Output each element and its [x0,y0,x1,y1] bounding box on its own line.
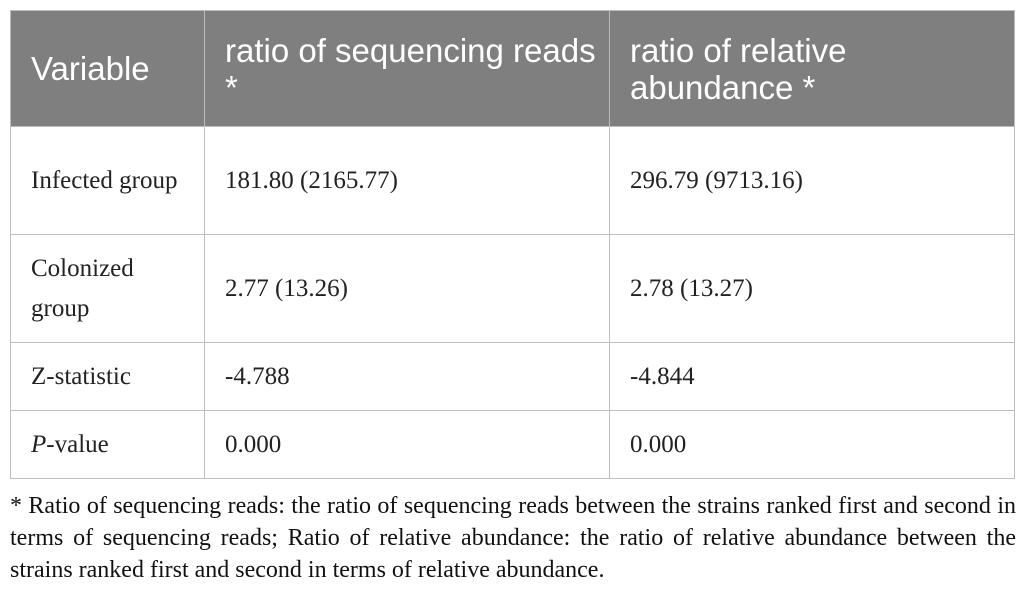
cell-relative-abundance: 2.78 (13.27) [609,234,1015,343]
cell-sequencing-reads: 181.80 (2165.77) [204,126,610,235]
table-footnote: * Ratio of sequencing reads: the ratio o… [10,493,1016,583]
table-row: Colonized group 2.77 (13.26) 2.78 (13.27… [10,234,1015,343]
cell-sequencing-reads: 0.000 [204,410,610,479]
cell-sequencing-reads: -4.788 [204,342,610,411]
p-symbol: P [31,430,47,458]
cell-sequencing-reads: 2.77 (13.26) [204,234,610,343]
cell-variable: Z-statistic [10,342,205,411]
cell-variable: Colonized group [10,234,205,343]
cell-relative-abundance: -4.844 [609,342,1015,411]
cell-variable: P-value [10,410,205,479]
p-value-suffix: -value [46,430,109,458]
header-ratio-relative-abundance: ratio of relative abundance * [609,10,1015,127]
header-ratio-sequencing-reads: ratio of sequencing reads * [204,10,610,127]
results-table: Variable ratio of sequencing reads * rat… [10,10,1015,479]
cell-relative-abundance: 0.000 [609,410,1015,479]
table-row: Z-statistic -4.788 -4.844 [10,342,1015,411]
table-header-row: Variable ratio of sequencing reads * rat… [10,10,1015,127]
table-row: P-value 0.000 0.000 [10,410,1015,479]
cell-relative-abundance: 296.79 (9713.16) [609,126,1015,235]
header-variable: Variable [10,10,205,127]
table-row: Infected group 181.80 (2165.77) 296.79 (… [10,126,1015,235]
cell-variable: Infected group [10,126,205,235]
results-table-container: Variable ratio of sequencing reads * rat… [10,10,1015,479]
